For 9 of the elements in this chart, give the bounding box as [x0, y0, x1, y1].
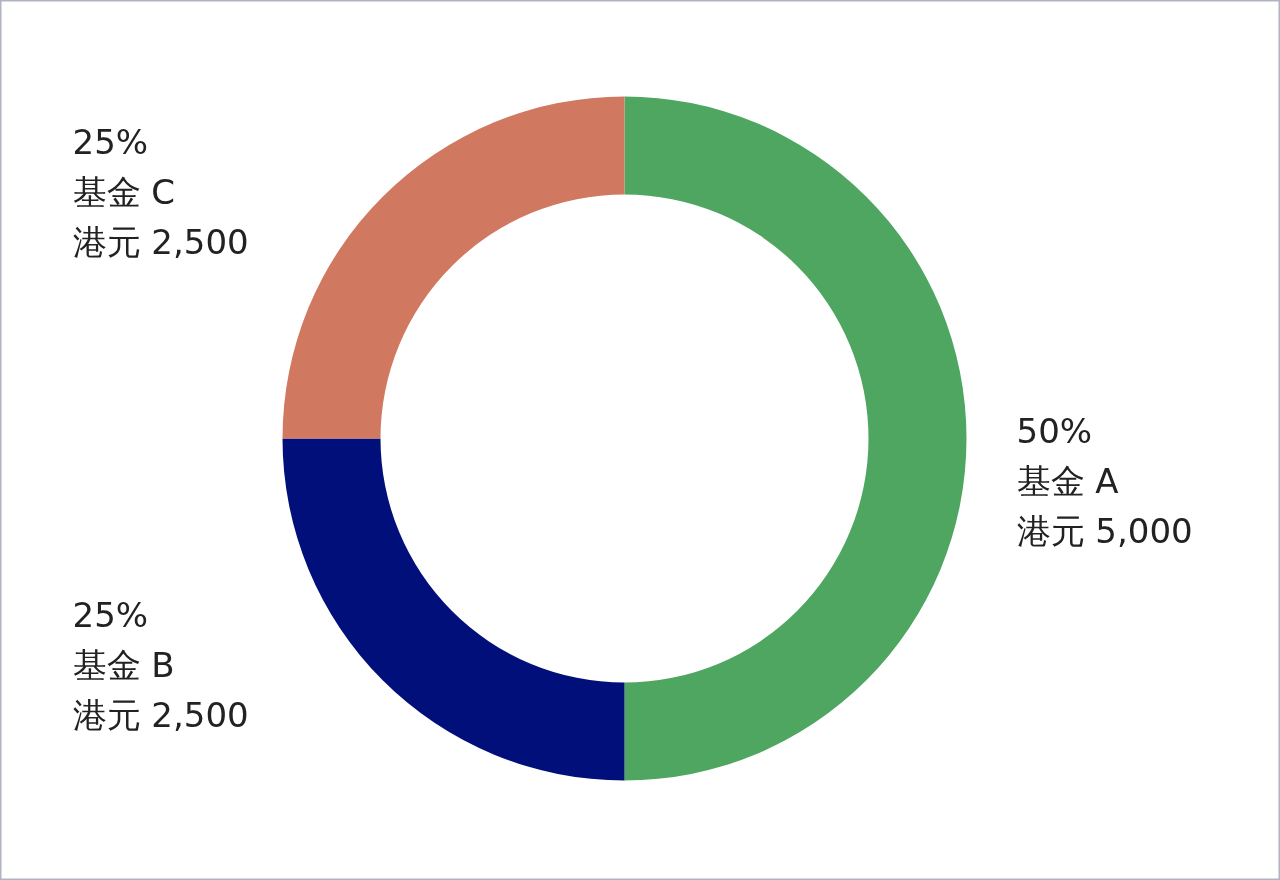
slice-label: 基金 A: [1016, 460, 1119, 501]
text: 港元 2,500: [72, 222, 249, 263]
data-label: 50%: [1016, 410, 1093, 451]
text: 港元 5,000: [1016, 510, 1193, 551]
data-label: 25%: [72, 122, 149, 163]
data-label: 25%: [72, 594, 149, 635]
text: 港元 2,500: [72, 694, 249, 735]
slice-label: 基金 B: [72, 644, 175, 685]
slice-label: 基金 C: [72, 172, 176, 213]
